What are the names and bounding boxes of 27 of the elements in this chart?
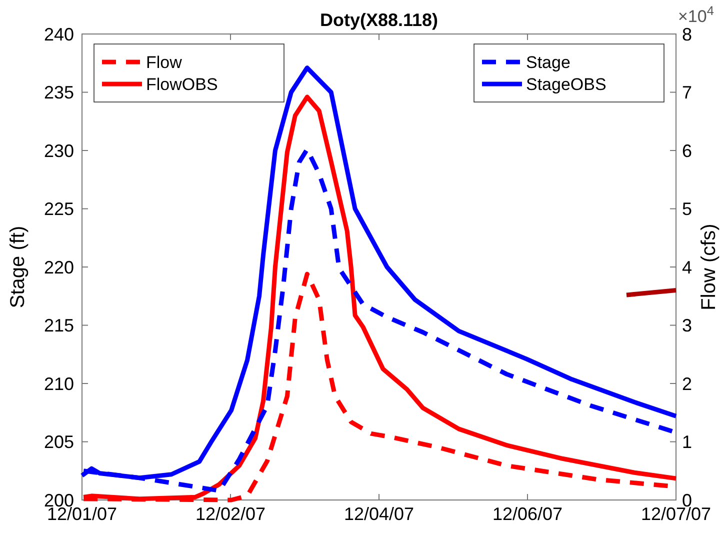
- y-tick-label: 235: [44, 82, 74, 103]
- y2-tick-label: 7: [682, 82, 692, 103]
- legend-label: StageOBS: [526, 74, 606, 94]
- legend-label: FlowOBS: [146, 74, 218, 94]
- y2-axis-title: Flow (cfs): [698, 224, 720, 310]
- y-tick-label: 210: [44, 374, 74, 394]
- y2-tick-label: 6: [682, 140, 692, 161]
- y2-tick-label: 5: [682, 199, 692, 220]
- y-axis-title: Stage (ft): [7, 226, 29, 308]
- y-tick-label: 205: [44, 432, 74, 452]
- x-tick-label: 12/06/07: [492, 504, 563, 524]
- y2-tick-label: 8: [682, 24, 692, 44]
- legend-label: Stage: [526, 52, 570, 72]
- y-tick-label: 220: [44, 257, 74, 278]
- y-tick-label: 215: [44, 316, 74, 336]
- y2-tick-label: 3: [682, 316, 692, 336]
- y2-tick-label: 4: [682, 257, 692, 278]
- y-tick-label: 225: [44, 199, 74, 220]
- x-tick-label: 12/02/07: [195, 504, 266, 524]
- text: ×10$^{4}$: [678, 2, 714, 26]
- y-tick-label: 230: [44, 140, 74, 161]
- y2-tick-label: 2: [682, 374, 692, 394]
- chart-title: Doty(X88.118): [320, 10, 438, 30]
- y-tick-label: 240: [44, 24, 74, 44]
- x-tick-label: 12/04/07: [344, 504, 414, 524]
- y2-tick-label: 1: [682, 432, 692, 452]
- legend-label: Flow: [146, 52, 183, 72]
